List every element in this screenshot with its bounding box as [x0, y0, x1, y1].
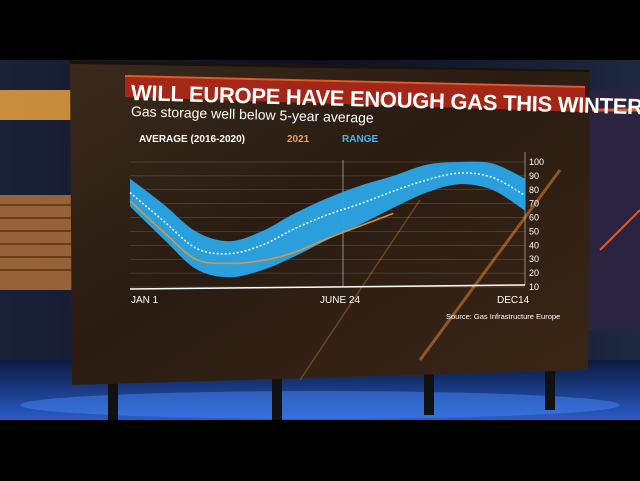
legend-2021: 2021 — [287, 134, 310, 145]
legend-range: RANGE — [342, 134, 379, 145]
legend-average: AVERAGE (2016-2020) — [139, 134, 245, 145]
source-note: Source: Gas Infrastructure Europe — [446, 312, 561, 321]
